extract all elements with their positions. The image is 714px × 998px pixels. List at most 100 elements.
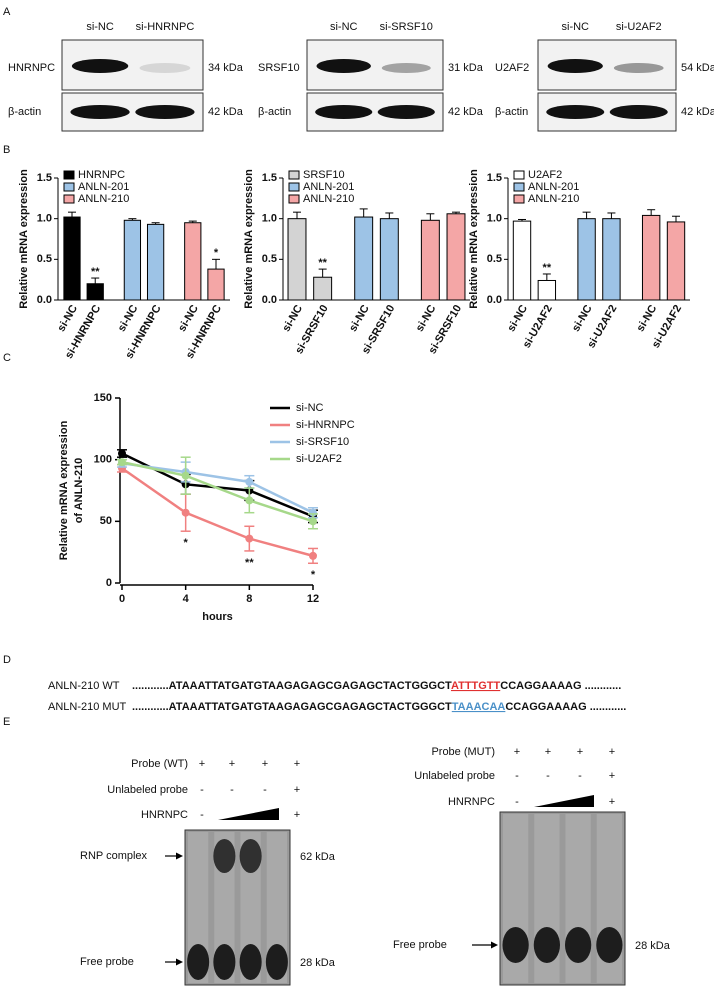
legend-swatch [63, 170, 75, 180]
x-tick-label: si-NC [635, 303, 660, 334]
bar [641, 214, 661, 301]
legend-label: ANLN-210 [528, 193, 579, 205]
sequence-motif: TAAACAA [452, 701, 506, 713]
y-tick-label: 50 [100, 515, 112, 527]
lane-mark: + [294, 758, 300, 770]
blot-control: β-actin [8, 106, 41, 118]
bar [86, 283, 104, 301]
legend-swatch [288, 170, 300, 180]
blot-band [71, 59, 129, 73]
lane-mark: + [609, 746, 615, 758]
arrow-head [491, 941, 498, 949]
bar [63, 216, 81, 301]
blot-band [547, 59, 603, 73]
blot-band [377, 105, 435, 119]
lane-label: si-NC [330, 21, 358, 33]
y-tick-label: 1.0 [37, 213, 52, 225]
lane-mark: - [515, 770, 519, 782]
lane-mark: + [545, 746, 551, 758]
point [181, 471, 190, 480]
x-tick-label: 12 [307, 593, 319, 605]
lane-label: si-NC [86, 21, 114, 33]
kda-label: 28 kDa [300, 957, 336, 969]
lane-mark: - [578, 770, 582, 782]
gel-band [565, 927, 592, 963]
gel-band [213, 944, 236, 980]
sequence: ............ATAAATTATGATGTAAGAGAGCGAGAGC… [132, 680, 621, 692]
legend-label: ANLN-201 [78, 181, 129, 193]
y-tick-label: 0.5 [262, 253, 277, 265]
row-label: Unlabeled probe [414, 770, 495, 782]
point [118, 458, 126, 467]
point [309, 517, 317, 526]
sequence-label: ANLN-210 WT [48, 680, 120, 692]
significance: ** [543, 262, 552, 274]
bar [354, 216, 374, 301]
lane-mark: - [200, 809, 204, 821]
gel-band [502, 927, 529, 963]
gel-band [187, 944, 210, 980]
blot-band [139, 63, 191, 73]
kda-label: 42 kDa [208, 106, 244, 118]
point [245, 496, 254, 505]
gradient-wedge [534, 795, 594, 807]
kda-label: 42 kDa [681, 106, 714, 118]
blot-band [315, 105, 373, 119]
y-tick-label: 0.5 [37, 253, 52, 265]
blot-target: U2AF2 [495, 62, 529, 74]
point [181, 508, 190, 517]
x-tick-label: si-NC [414, 303, 439, 334]
bar [146, 223, 165, 301]
point [245, 477, 254, 486]
blot-band [613, 63, 664, 73]
line [121, 452, 314, 518]
sequence-motif: ATTTGTT [451, 680, 501, 692]
x-tick-label: si-NC [116, 303, 141, 334]
x-tick-label: si-NC [347, 303, 372, 334]
lane-mark: - [515, 796, 519, 808]
lane-mark: + [514, 746, 520, 758]
lane-mark: - [230, 784, 234, 796]
lane-mark: - [546, 770, 550, 782]
band-label: Free probe [393, 939, 447, 951]
kda-label: 31 kDa [448, 62, 484, 74]
gel-band [239, 944, 262, 980]
legend-label: ANLN-210 [303, 193, 354, 205]
y-tick-label: 1.5 [37, 172, 52, 184]
gel-band [265, 944, 288, 980]
bar [379, 218, 399, 301]
lane-mark: + [294, 784, 300, 796]
lane-mark: - [263, 784, 267, 796]
kda-label: 42 kDa [448, 106, 484, 118]
kda-label: 34 kDa [208, 62, 244, 74]
y-axis-label: Relative mRNA expression [18, 169, 30, 309]
panel-label: A [3, 6, 11, 18]
arrow-head [176, 958, 183, 966]
significance: ** [91, 266, 100, 278]
legend-label: SRSF10 [303, 169, 345, 181]
blot-band [381, 63, 431, 73]
line [121, 467, 314, 558]
legend-label: si-U2AF2 [296, 453, 342, 465]
legend-swatch [63, 182, 75, 192]
gel-band [533, 927, 560, 963]
lane-label: si-HNRNPC [136, 21, 195, 33]
significance: * [214, 247, 219, 259]
lane-mark: + [229, 758, 235, 770]
legend-label: ANLN-201 [303, 181, 354, 193]
x-tick-label: si-NC [505, 303, 530, 334]
bar [123, 219, 142, 301]
blot-band [546, 105, 605, 119]
bar [446, 213, 466, 301]
lane-mark: + [294, 809, 300, 821]
y-tick-label: 1.0 [262, 213, 277, 225]
gel-band [596, 927, 623, 963]
y-axis-label: Relative mRNA expression [58, 420, 70, 560]
y-axis-label: Relative mRNA expression [243, 169, 255, 309]
y-tick-label: 0.5 [487, 253, 502, 265]
y-tick-label: 1.5 [262, 172, 277, 184]
lane-mark: - [200, 784, 204, 796]
sequence-part: ............ATAAATTATGATGTAAGAGAGCGAGAGC… [132, 701, 452, 713]
gel-band [213, 839, 236, 873]
lane-label: si-SRSF10 [380, 21, 433, 33]
